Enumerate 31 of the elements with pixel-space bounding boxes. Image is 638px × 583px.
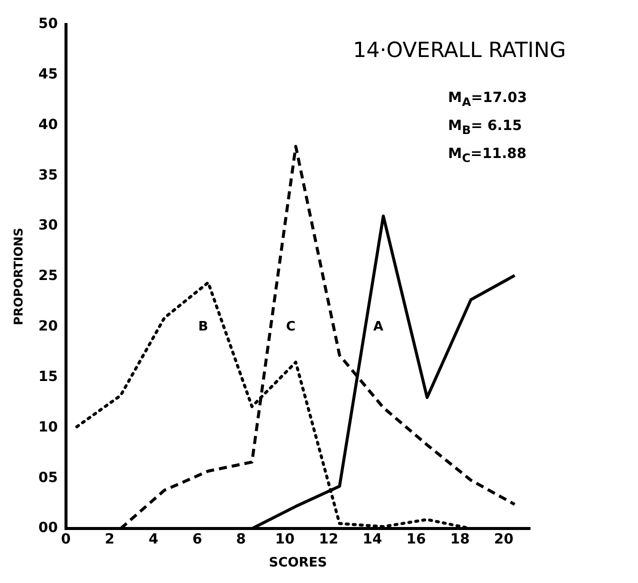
y-tick-label: 15 [38, 368, 58, 385]
y-tick-label: 10 [38, 419, 58, 436]
x-tick-label: 14 [362, 532, 382, 548]
series-label: B [198, 319, 208, 334]
x-tick-label: 6 [192, 532, 202, 548]
text: 14·OVERALL RATING [353, 38, 566, 62]
series-label: A [373, 319, 384, 334]
y-tick-label: 40 [38, 116, 58, 133]
y-tick-label: 20 [38, 318, 58, 335]
y-tick-label: 50 [38, 16, 58, 32]
series-label: C [286, 319, 296, 334]
x-tick-label: 8 [236, 532, 246, 548]
x-tick-label: 20 [494, 532, 514, 548]
x-tick-label: 2 [104, 532, 115, 548]
x-tick-label: 12 [318, 532, 338, 548]
x-tick-label: 10 [275, 532, 295, 548]
y-tick-label: 05 [38, 470, 58, 486]
y-tick-label: 30 [38, 218, 58, 234]
annotation: M$_{C}$=11.88 [448, 144, 527, 166]
y-tick-label: 35 [38, 167, 58, 184]
y-tick-label: 25 [38, 268, 58, 284]
x-tick-label: 4 [148, 532, 159, 548]
y-tick-label: 00 [38, 520, 58, 536]
y-axis-title: PROPORTIONS [11, 228, 26, 326]
x-axis-title: SCORES [268, 556, 328, 571]
x-tick-label: 16 [406, 532, 426, 548]
x-tick-label: 0 [61, 532, 72, 548]
x-tick-label: 18 [450, 532, 470, 548]
annotation: M$_{A}$=17.03 [448, 89, 527, 111]
y-tick-label: 45 [38, 66, 58, 82]
annotation: M$_{B}$= 6.15 [448, 116, 523, 139]
